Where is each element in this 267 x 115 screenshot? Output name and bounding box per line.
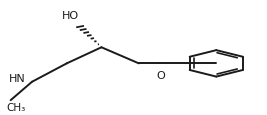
Text: HN: HN — [9, 74, 25, 84]
Text: HO: HO — [62, 11, 79, 20]
Text: CH₃: CH₃ — [7, 103, 26, 112]
Text: O: O — [157, 70, 165, 80]
